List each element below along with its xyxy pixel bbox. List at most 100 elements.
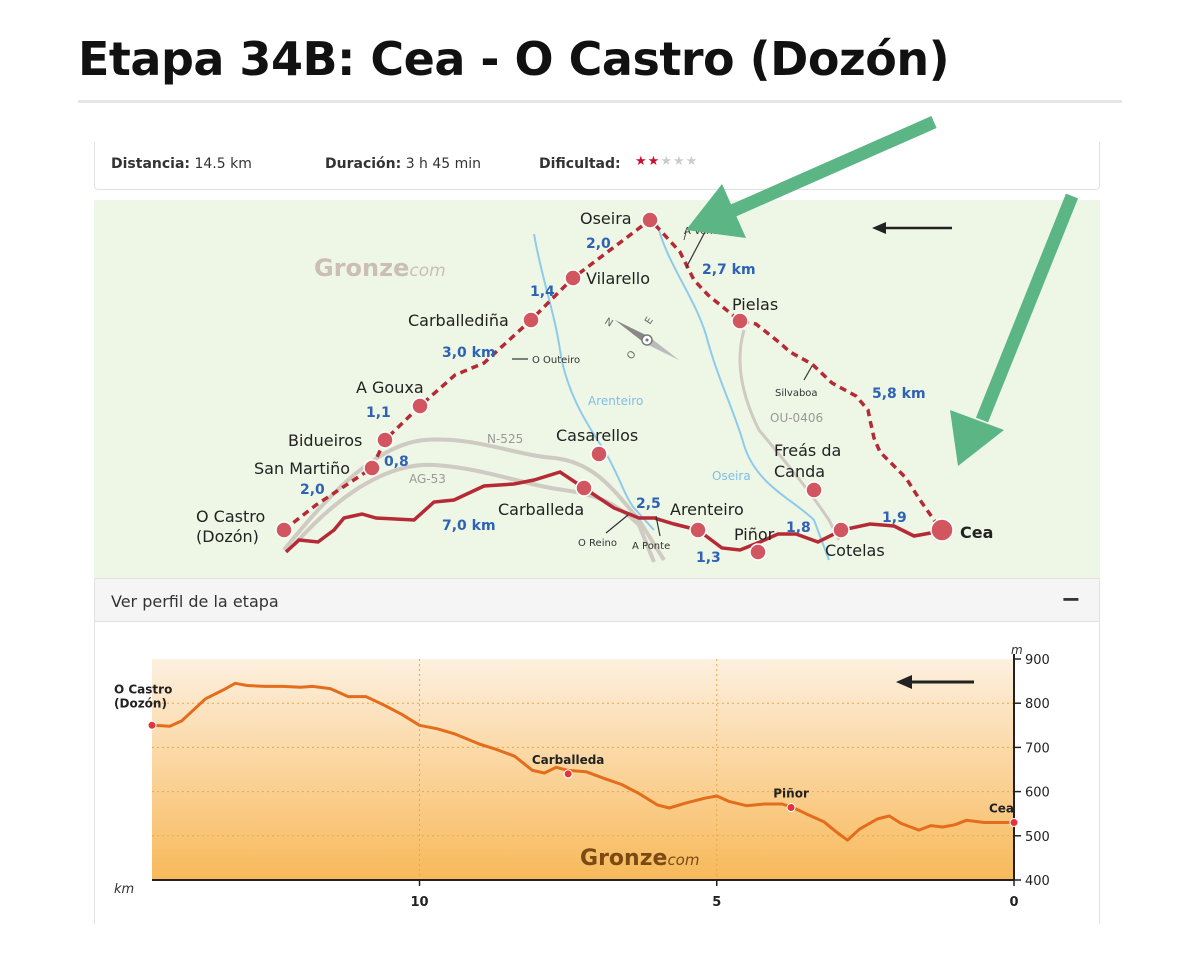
marker-vilarello: [564, 269, 582, 287]
marker-carballedina: [522, 311, 540, 329]
place-label-carballedina: Carballediña: [408, 311, 509, 330]
place-label-bidueiros: Bidueiros: [288, 431, 362, 450]
distance-label-cea-pielas: 5,8 km: [872, 386, 926, 402]
x-tick-label: 5: [712, 895, 721, 910]
place-label-oseira: Oseira: [580, 209, 632, 228]
place-label-silvaboa: Silvaboa: [775, 388, 818, 399]
elevation-profile-title: Ver perfil de la etapa: [111, 592, 279, 611]
duration-stat: Duración: 3 h 45 min: [325, 156, 481, 172]
x-tick-label: 0: [1009, 895, 1018, 910]
profile-town-label: Carballeda: [532, 753, 605, 767]
place-label-pinor: Piñor: [734, 525, 775, 544]
leader-a-ventosa: [683, 231, 687, 241]
difficulty-star-icon: ★: [660, 154, 673, 169]
distance-label-vilarello-carballedina: 1,4: [530, 284, 555, 300]
chart-gronze-logo: Gronzecom: [580, 846, 699, 871]
distance-label-carballeda-arenteiro: 2,5: [636, 496, 661, 512]
town-markers: [275, 211, 954, 561]
stage-stats-bar: Distancia: 14.5 km Duración: 3 h 45 min …: [94, 142, 1100, 190]
marker-o-castro: [275, 521, 293, 539]
marker-oseira: [641, 211, 659, 229]
river-label-arenteiro: Arenteiro: [588, 394, 643, 408]
duration-value: 3 h 45 min: [405, 156, 482, 172]
river-arenteiro: [533, 233, 655, 531]
difficulty-label: Dificultad:: [539, 156, 621, 172]
place-label-cea: Cea: [960, 523, 993, 542]
place-label-a-ponte: A Ponte: [632, 541, 670, 552]
y-tick-label: 400: [1025, 874, 1050, 889]
place-label-o-reino: O Reino: [578, 538, 617, 549]
marker-bidueiros: [376, 431, 394, 449]
marker-carballeda: [575, 479, 593, 497]
profile-town-label: (Dozón): [114, 696, 167, 710]
distance-label-gouxa-bidueiros: 1,1: [366, 405, 391, 421]
y-tick-label: 800: [1025, 697, 1050, 712]
compass-icon: [614, 319, 680, 361]
leader-o-reino: [605, 514, 629, 534]
place-label-o-castro: O Castro: [196, 507, 265, 526]
distance-label: Distancia:: [111, 156, 191, 172]
place-label-dozon: (Dozón): [196, 527, 259, 546]
marker-cea: [930, 518, 954, 542]
distance-label-pinor-cotelas: 1,8: [786, 520, 811, 536]
y-tick-label: 600: [1025, 786, 1050, 801]
elevation-line: [151, 681, 1014, 842]
difficulty-rating: ★★★★★: [635, 154, 698, 169]
y-tick-label: 900: [1025, 653, 1050, 668]
distance-label-sanmartino-castro: 2,0: [300, 482, 325, 498]
x-unit-label: km: [114, 882, 134, 897]
marker-pielas: [731, 312, 749, 330]
difficulty-star-icon: ★: [672, 154, 686, 169]
place-label-pielas: Pielas: [732, 295, 778, 314]
page-title: Etapa 34B: Cea - O Castro (Dozón): [78, 32, 950, 86]
marker-cotelas: [832, 521, 850, 539]
marker-freas-da-canda: [805, 481, 823, 499]
chart-direction-arrow-icon: [896, 675, 974, 689]
road-label-ag53: AG-53: [409, 472, 446, 486]
place-label-casarellos: Casarellos: [556, 426, 638, 445]
place-label-san-martino: San Martiño: [254, 459, 350, 478]
profile-town-label: Cea: [989, 802, 1014, 816]
marker-pinor: [749, 543, 767, 561]
elevation-chart: Gronzecom 900 800 700 600 500 400 10 5 0 O Castr…: [114, 643, 1050, 910]
distance-label-pielas-oseira: 2,7 km: [702, 262, 756, 278]
leader-a-ponte: [655, 515, 661, 537]
profile-town-label: Piñor: [773, 787, 809, 801]
profile-town-marker: [1009, 818, 1019, 828]
route-map: N-525 AG-53 OU-0406 Arenteiro Oseira Gro…: [94, 200, 1100, 578]
place-label-arenteiro: Arenteiro: [670, 500, 744, 519]
difficulty-star-icon: ★: [635, 154, 648, 169]
place-label-a-gouxa: A Gouxa: [356, 378, 424, 397]
leader-silvaboa: [803, 365, 813, 381]
profile-town-marker: [786, 803, 796, 813]
difficulty-star-icon: ★: [685, 154, 699, 169]
place-label-carballeda: Carballeda: [498, 500, 584, 519]
difficulty-star-icon: ★: [647, 154, 661, 169]
gronze-logo: Gronzecom: [314, 254, 446, 282]
place-label-freas-da: Freás da: [774, 441, 841, 460]
marker-casarellos: [590, 445, 608, 463]
road-n525: [282, 437, 666, 562]
road-label-ou0406: OU-0406: [770, 411, 823, 425]
x-tick-label: 10: [410, 895, 428, 910]
marker-san-martino: [363, 459, 381, 477]
elevation-profile-toggle[interactable]: Ver perfil de la etapa −: [94, 578, 1100, 622]
direction-arrow-icon: [872, 222, 952, 234]
distance-label-oseira-vilarello: 2,0: [586, 236, 611, 252]
distance-value: 14.5 km: [194, 156, 252, 172]
road-label-n525: N-525: [487, 432, 523, 446]
river-label-oseira: Oseira: [712, 469, 751, 483]
distance-label-castro-carballeda: 7,0 km: [442, 518, 496, 534]
duration-label: Duración:: [325, 156, 402, 172]
y-tick-label: 500: [1025, 830, 1050, 845]
profile-town-marker: [147, 720, 157, 730]
river-oseira: [655, 217, 830, 561]
profile-town-marker: [563, 769, 573, 779]
distance-label-bidueiros-sanmartino: 0,8: [384, 454, 409, 470]
distance-label-carballedina-gouxa: 3,0 km: [442, 345, 496, 361]
distance-label-cotelas-cea: 1,9: [882, 510, 907, 526]
route-northern-dashed: [282, 217, 943, 532]
title-divider: [78, 100, 1122, 103]
collapse-icon[interactable]: −: [1060, 585, 1081, 613]
compass-east-label: E: [643, 315, 656, 326]
